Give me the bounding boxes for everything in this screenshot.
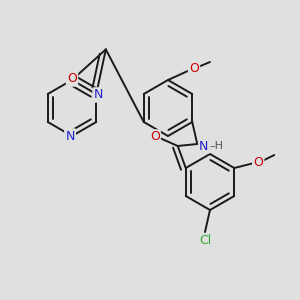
Text: N: N: [94, 88, 103, 101]
Text: O: O: [253, 157, 263, 169]
Text: –H: –H: [209, 141, 223, 151]
Text: O: O: [189, 62, 199, 76]
Text: O: O: [150, 130, 160, 143]
Text: N: N: [199, 140, 208, 152]
Text: O: O: [67, 73, 77, 85]
Text: Cl: Cl: [199, 235, 211, 248]
Text: N: N: [65, 130, 75, 142]
